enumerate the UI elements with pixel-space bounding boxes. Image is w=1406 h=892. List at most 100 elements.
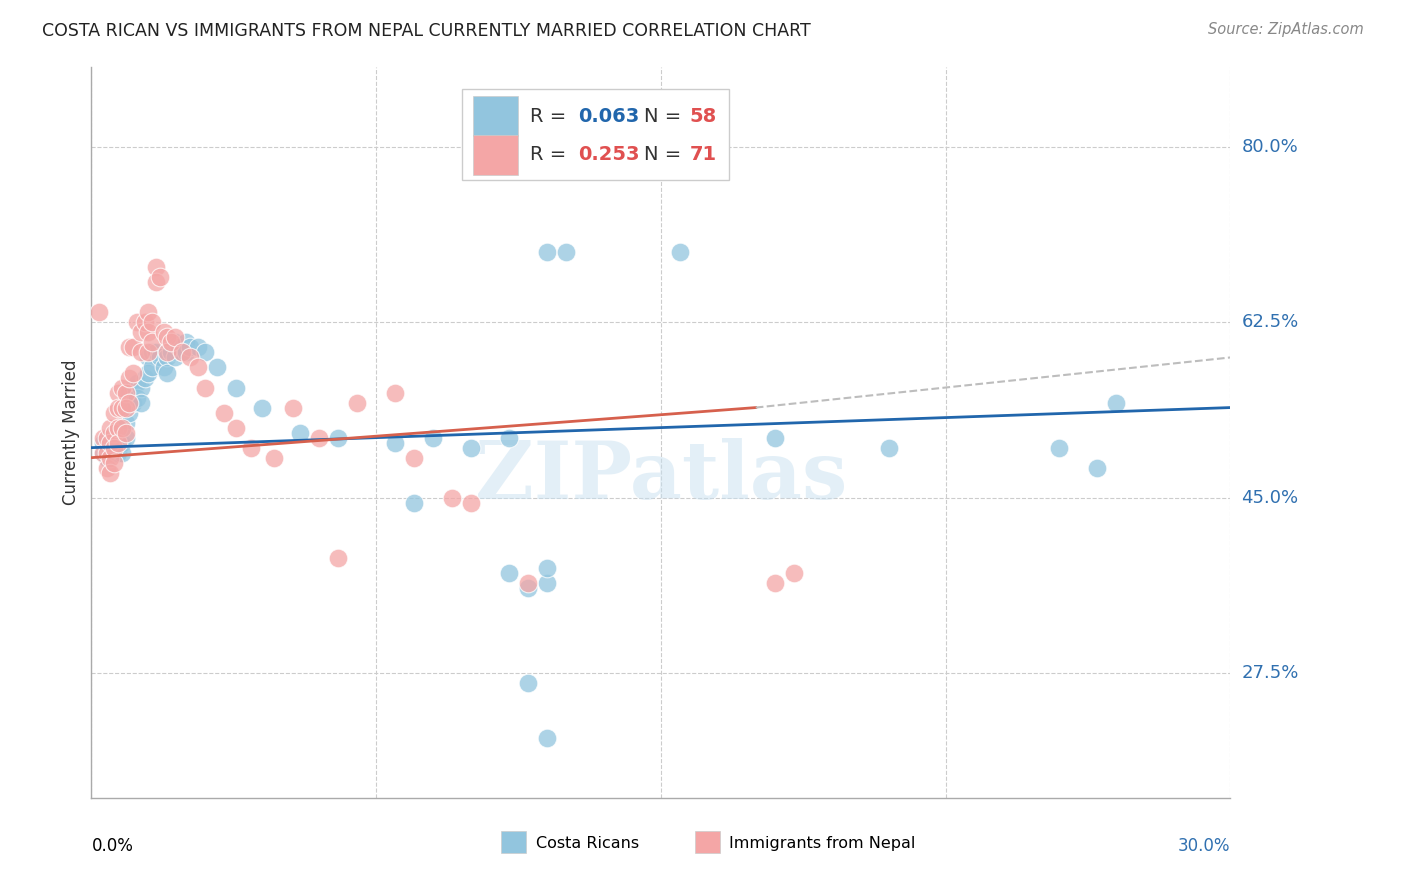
Point xyxy=(290,425,312,440)
Point xyxy=(107,385,129,400)
Point xyxy=(145,345,167,359)
Point xyxy=(460,496,482,510)
Point xyxy=(103,456,125,470)
Point xyxy=(111,435,134,450)
Point xyxy=(194,380,217,394)
Point xyxy=(1087,460,1109,475)
Point xyxy=(214,406,236,420)
Point xyxy=(91,445,114,459)
Point xyxy=(174,335,197,350)
Point xyxy=(141,315,163,329)
Text: 58: 58 xyxy=(689,107,717,126)
Point xyxy=(160,335,183,350)
Text: 71: 71 xyxy=(689,145,717,164)
Point xyxy=(554,245,576,260)
Point xyxy=(114,416,136,430)
Point xyxy=(326,550,349,565)
Text: 62.5%: 62.5% xyxy=(1241,313,1299,332)
Point xyxy=(498,431,520,445)
Point xyxy=(118,395,141,409)
Point xyxy=(156,351,179,365)
Point xyxy=(384,435,406,450)
Point xyxy=(326,431,349,445)
Point xyxy=(172,345,194,359)
Point xyxy=(98,420,121,434)
Point xyxy=(103,431,125,445)
Point xyxy=(460,441,482,455)
Point xyxy=(536,561,558,575)
Point xyxy=(187,341,209,355)
Text: R =: R = xyxy=(530,107,572,126)
Point xyxy=(1049,441,1071,455)
Point xyxy=(125,315,148,329)
Point xyxy=(107,401,129,415)
Point xyxy=(98,441,121,455)
Point xyxy=(103,445,125,459)
Point xyxy=(107,420,129,434)
Point xyxy=(194,345,217,359)
Point xyxy=(103,441,125,455)
Point xyxy=(98,435,121,450)
Point xyxy=(98,431,121,445)
Point xyxy=(118,370,141,384)
Y-axis label: Currently Married: Currently Married xyxy=(62,359,80,506)
Point xyxy=(536,731,558,746)
Point xyxy=(91,445,114,459)
Text: Immigrants from Nepal: Immigrants from Nepal xyxy=(730,836,915,851)
Point xyxy=(122,366,145,380)
Point xyxy=(250,401,273,415)
Point xyxy=(308,431,330,445)
Point xyxy=(517,581,540,595)
Point xyxy=(138,351,160,365)
Point xyxy=(877,441,900,455)
Point xyxy=(111,420,134,434)
Point xyxy=(225,380,247,394)
Point xyxy=(187,360,209,375)
Point xyxy=(422,431,444,445)
Point xyxy=(138,305,160,319)
Point xyxy=(129,395,152,409)
Point xyxy=(114,401,136,415)
Text: Source: ZipAtlas.com: Source: ZipAtlas.com xyxy=(1208,22,1364,37)
Point xyxy=(87,305,110,319)
Point xyxy=(122,395,145,409)
Point xyxy=(98,450,121,465)
Point xyxy=(118,341,141,355)
FancyBboxPatch shape xyxy=(472,135,519,175)
Point xyxy=(96,460,118,475)
Point xyxy=(114,425,136,440)
Point xyxy=(156,366,179,380)
Text: Costa Ricans: Costa Ricans xyxy=(536,836,638,851)
Point xyxy=(103,425,125,440)
Point xyxy=(156,345,179,359)
Point xyxy=(118,385,141,400)
Point xyxy=(118,395,141,409)
Point xyxy=(96,450,118,465)
Point xyxy=(281,401,304,415)
Point xyxy=(152,360,174,375)
Point xyxy=(98,445,121,459)
Point xyxy=(111,380,134,394)
Point xyxy=(145,276,167,290)
Point xyxy=(96,441,118,455)
Point xyxy=(103,441,125,455)
Point xyxy=(205,360,228,375)
Point xyxy=(498,566,520,580)
Point xyxy=(156,330,179,344)
Point xyxy=(669,245,692,260)
Point xyxy=(129,326,152,340)
Point xyxy=(111,401,134,415)
Point xyxy=(129,380,152,394)
FancyBboxPatch shape xyxy=(502,831,526,853)
Point xyxy=(103,406,125,420)
Point xyxy=(404,450,426,465)
Point xyxy=(138,366,160,380)
Point xyxy=(152,326,174,340)
Text: 0.063: 0.063 xyxy=(578,107,638,126)
Text: 30.0%: 30.0% xyxy=(1178,838,1230,855)
Point xyxy=(782,566,804,580)
Point xyxy=(149,270,172,285)
Point xyxy=(346,395,368,409)
Point xyxy=(263,450,285,465)
Point xyxy=(91,435,114,450)
